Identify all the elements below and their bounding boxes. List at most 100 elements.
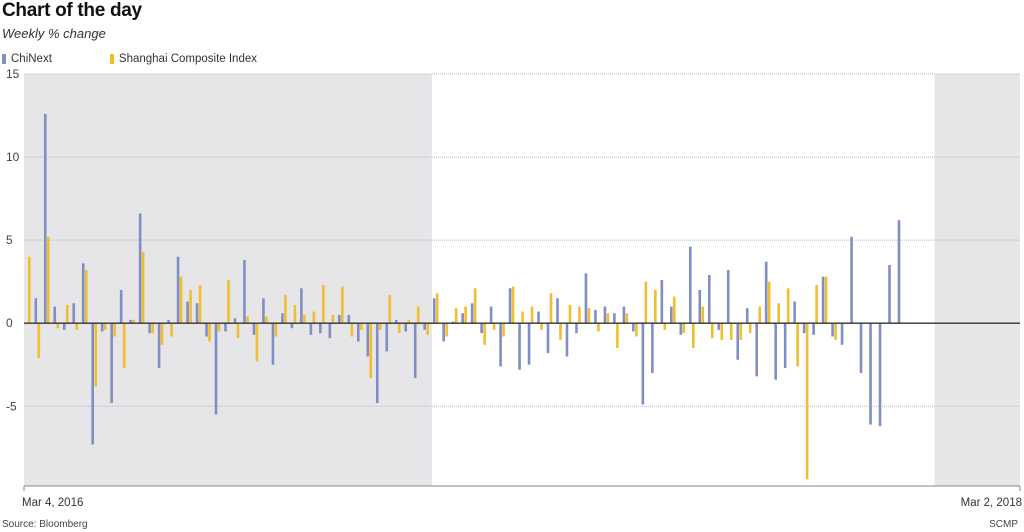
- bar-chinext: [802, 323, 806, 334]
- bar-chinext: [869, 323, 872, 425]
- bar-shanghai: [208, 323, 211, 342]
- bar-shanghai: [597, 323, 600, 332]
- bar-chinext: [584, 273, 588, 324]
- bar-chinext: [613, 313, 616, 324]
- bar-chinext: [129, 319, 132, 324]
- bar-chinext: [214, 323, 218, 415]
- bar-chinext: [100, 323, 104, 332]
- bar-shanghai: [303, 314, 306, 324]
- bar-chinext: [470, 303, 474, 324]
- legend-label-chinext: ChiNext: [11, 53, 52, 65]
- bar-shanghai: [170, 323, 173, 337]
- bar-chinext: [518, 323, 521, 370]
- bar-chinext: [404, 323, 408, 332]
- legend-item-chinext: ChiNext: [2, 53, 52, 65]
- bar-chinext: [556, 298, 559, 324]
- bar-shanghai: [454, 308, 458, 324]
- bar-chinext: [622, 306, 626, 324]
- bar-chinext: [641, 323, 645, 405]
- bar-shanghai: [369, 323, 373, 379]
- y-tick-label-4: -5: [6, 399, 17, 413]
- bar-shanghai: [739, 323, 743, 340]
- bar-chinext: [43, 113, 47, 324]
- bar-chinext: [508, 288, 512, 324]
- bar-shanghai: [75, 323, 79, 330]
- bar-shanghai: [84, 270, 88, 324]
- source-note: Source: Bloomberg: [2, 519, 88, 530]
- y-tick-label-1: 10: [6, 150, 20, 164]
- bar-chinext: [357, 323, 360, 342]
- bar-chinext: [338, 314, 341, 324]
- bar-shanghai: [682, 323, 686, 334]
- bar-shanghai: [141, 251, 145, 324]
- bar-chinext: [186, 301, 189, 324]
- bar-shanghai: [151, 323, 154, 334]
- bar-chinext: [831, 323, 834, 337]
- bar-shanghai: [341, 286, 344, 324]
- bar-shanghai: [113, 323, 116, 337]
- bar-shanghai: [511, 286, 515, 324]
- legend-label-shanghai: Shanghai Composite Index: [118, 53, 257, 65]
- bar-chinext: [793, 301, 796, 324]
- bar-chinext: [243, 260, 246, 324]
- bar-chinext: [774, 323, 777, 380]
- bar-shanghai: [360, 323, 363, 330]
- bar-chinext: [537, 311, 540, 324]
- bar-shanghai: [748, 323, 752, 334]
- shaded-region-1: [934, 74, 1020, 486]
- bar-chinext: [480, 323, 483, 334]
- bar-shanghai: [805, 323, 809, 480]
- bar-chinext: [594, 309, 597, 324]
- bar-chinext: [148, 323, 151, 334]
- bar-chinext: [565, 323, 569, 357]
- bar-chinext: [726, 270, 730, 324]
- bar-chinext: [157, 323, 161, 369]
- bar-chinext: [319, 323, 322, 334]
- bar-shanghai: [160, 323, 164, 345]
- bar-shanghai: [246, 316, 249, 324]
- bar-chinext: [176, 256, 180, 324]
- bar-shanghai: [578, 306, 581, 324]
- bar-shanghai: [464, 306, 467, 324]
- bar-chinext: [110, 323, 113, 403]
- bar-chinext: [138, 213, 142, 324]
- y-tick-label-3: 0: [6, 316, 13, 330]
- bar-shanghai: [834, 323, 837, 340]
- bar-shanghai: [786, 288, 790, 324]
- bar-shanghai: [56, 323, 60, 329]
- bar-chinext: [755, 323, 758, 377]
- bar-shanghai: [378, 323, 382, 330]
- bar-chinext: [660, 280, 664, 324]
- legend-item-shanghai: Shanghai Composite Index: [109, 53, 257, 65]
- bar-chinext: [707, 275, 711, 324]
- bar-shanghai: [388, 294, 392, 324]
- bar-shanghai: [274, 323, 278, 337]
- bar-shanghai: [635, 323, 638, 337]
- bar-shanghai: [255, 323, 259, 362]
- bar-shanghai: [767, 281, 771, 324]
- y-tick-label-2: 5: [6, 233, 13, 247]
- bar-shanghai: [198, 284, 202, 324]
- bar-shanghai: [559, 323, 562, 340]
- bar-chinext: [527, 323, 531, 365]
- bar-chinext: [745, 308, 749, 324]
- bar-chinext: [347, 314, 351, 324]
- bar-chinext: [385, 323, 389, 352]
- bar-shanghai: [37, 323, 41, 359]
- bar-shanghai: [824, 276, 828, 324]
- bar-shanghai: [103, 323, 107, 330]
- bar-shanghai: [654, 289, 657, 324]
- bar-chinext: [575, 323, 578, 334]
- bar-shanghai: [179, 276, 183, 324]
- bar-chinext: [394, 319, 398, 324]
- legend: ChiNext Shanghai Composite Index: [2, 53, 315, 65]
- bar-shanghai: [483, 323, 486, 345]
- bar-chinext: [461, 313, 464, 324]
- bar-chinext: [366, 323, 370, 357]
- bar-shanghai: [416, 306, 420, 324]
- bar-chinext: [546, 323, 550, 354]
- bar-chinext: [698, 289, 702, 324]
- bar-shanghai: [692, 323, 695, 349]
- bar-shanghai: [189, 289, 192, 324]
